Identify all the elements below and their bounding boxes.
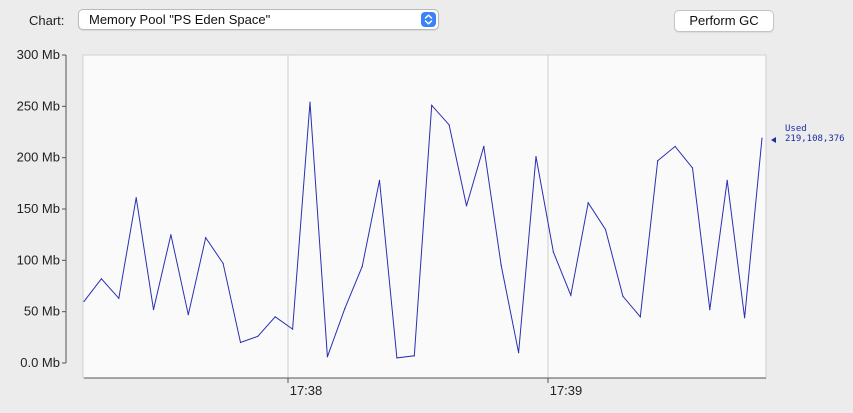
used-series-point [500,264,502,267]
used-series-point [465,205,468,207]
current-value-marker: Used 219,108,376 [771,124,845,144]
used-series-point [657,160,659,162]
used-series-point [744,317,746,319]
y-tick-label: 100 Mb [17,252,60,267]
y-tick-label: 250 Mb [17,98,60,113]
used-series-point [709,309,711,311]
used-series-point [100,278,102,280]
chart-select-value: Memory Pool "PS Eden Space" [89,12,271,27]
used-series-point [691,167,694,169]
used-series-point [239,341,242,344]
used-series-point [118,297,120,299]
used-series-point [761,137,763,139]
perform-gc-button[interactable]: Perform GC [674,10,774,32]
used-series-point [344,308,346,310]
y-axis-ticks: 0.0 Mb 50 Mb 100 Mb 150 Mb 200 Mb 250 Mb 300 M… [17,47,66,370]
used-series-point [552,251,555,253]
used-series-point [83,300,85,302]
used-series-point [292,328,294,330]
y-tick-label: 50 Mb [24,304,60,319]
used-series-point [326,356,328,358]
used-series-line [83,102,763,359]
used-series-label: Used [785,124,807,134]
used-series-point [570,294,572,296]
used-series-point [604,228,607,231]
chevron-up-down-icon [421,12,436,27]
used-series-point [639,316,641,318]
used-series-point [518,352,520,354]
used-series-point [535,156,537,158]
chart-label: Chart: [29,13,65,28]
plot-area [82,54,767,379]
x-tick-label: 17:39 [550,383,583,398]
used-series-point [413,355,415,357]
y-tick-label: 200 Mb [17,150,60,165]
y-tick-label: 0.0 Mb [20,355,60,370]
used-series-point [309,101,311,103]
used-series-point [257,335,259,337]
y-tick-label: 300 Mb [17,47,60,62]
used-series-point [726,179,728,181]
used-series-point [187,314,189,316]
used-series [83,101,763,359]
x-tick-label: 17:38 [290,383,323,398]
used-current-value: 219,108,376 [785,134,845,144]
used-series-point [431,104,433,106]
triangle-left-icon [771,137,776,143]
used-series-point [622,295,624,297]
used-series-point [274,316,276,318]
y-tick-label: 150 Mb [17,201,60,216]
used-series-point [135,197,137,199]
used-series-point [222,262,224,264]
used-series-point [396,357,398,359]
used-series-point [205,237,207,239]
x-axis-ticks: 17:38 17:39 [287,378,583,398]
used-series-point [587,202,589,204]
used-series-point [152,309,155,311]
used-series-point [448,124,450,126]
grid-lines [287,55,549,378]
chart-select[interactable]: Memory Pool "PS Eden Space" [78,9,439,30]
used-series-point [483,145,485,147]
used-series-point [378,179,381,181]
used-series-point [170,234,172,236]
used-series-point [361,265,363,268]
used-series-point [674,145,676,147]
